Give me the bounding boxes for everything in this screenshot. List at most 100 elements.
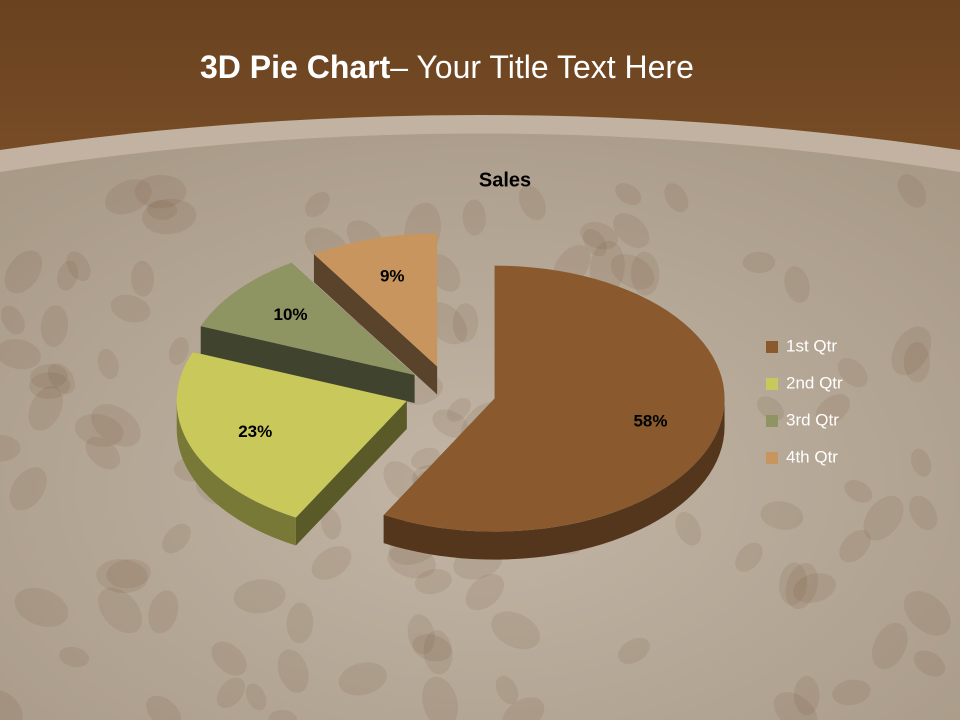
bean <box>59 646 90 668</box>
bean <box>773 692 818 720</box>
bean <box>9 467 47 511</box>
bean <box>130 260 155 297</box>
bean <box>105 179 152 215</box>
slice-wall <box>176 401 296 546</box>
bean <box>30 364 68 389</box>
bean <box>0 305 25 335</box>
slice-side <box>313 254 438 395</box>
legend-swatch <box>766 341 778 353</box>
bean <box>582 228 607 257</box>
bean <box>742 251 776 274</box>
bean <box>784 266 810 303</box>
bean <box>91 404 141 447</box>
bean <box>304 191 330 218</box>
bean <box>465 573 505 611</box>
bean <box>162 523 191 554</box>
bean <box>580 222 619 250</box>
bean <box>757 396 784 421</box>
bean <box>735 542 763 572</box>
bean <box>785 562 819 610</box>
bean <box>414 569 452 595</box>
slice-wall <box>383 398 725 560</box>
bean <box>338 662 387 696</box>
bean <box>29 372 71 399</box>
bean <box>211 641 247 676</box>
data-label: 23% <box>238 422 272 441</box>
bean <box>630 251 660 296</box>
bean <box>268 709 297 720</box>
bean <box>839 529 871 563</box>
bean <box>148 590 179 634</box>
bean <box>311 546 352 580</box>
legend-label: 4th Qtr <box>786 447 838 466</box>
bean <box>14 587 69 627</box>
bean <box>97 348 119 380</box>
bean <box>412 634 452 662</box>
bean <box>96 559 149 594</box>
bean <box>66 251 91 282</box>
pie: 58% 23% 10% 9% <box>176 233 725 560</box>
bean <box>613 213 650 248</box>
bean <box>897 174 927 208</box>
bean <box>903 591 951 636</box>
bean <box>844 479 873 503</box>
bean <box>4 250 43 294</box>
legend-label: 3rd Qtr <box>786 410 839 429</box>
bean <box>146 199 178 220</box>
bean <box>793 675 820 716</box>
bean <box>891 326 932 376</box>
bean <box>837 357 868 388</box>
bean <box>618 637 650 664</box>
legend: 1st Qtr 2nd Qtr 3rd Qtr 4th Qtr <box>766 336 843 466</box>
legend-label: 2nd Qtr <box>786 373 843 392</box>
legend-swatch <box>766 415 778 427</box>
bean <box>779 562 808 606</box>
bean <box>0 689 23 720</box>
bean <box>615 183 642 206</box>
legend-swatch <box>766 378 778 390</box>
bean <box>495 675 519 705</box>
chart-title: Sales <box>479 169 531 191</box>
slide-title: 3D Pie Chart– Your Title Text Here <box>200 49 694 85</box>
bean <box>610 253 655 290</box>
title-rest: – Your Title Text Here <box>390 49 694 85</box>
slice <box>200 262 415 376</box>
data-label: 10% <box>273 305 307 324</box>
bean <box>0 434 21 462</box>
bean <box>832 679 871 706</box>
slice <box>176 352 407 518</box>
bean <box>518 185 546 221</box>
bean <box>110 294 151 323</box>
bean <box>863 495 904 541</box>
bean <box>462 199 486 236</box>
bean <box>446 397 471 422</box>
bean <box>760 501 804 530</box>
bean <box>903 342 931 383</box>
bean <box>664 183 689 213</box>
data-label: 9% <box>380 267 405 286</box>
bean <box>98 587 143 634</box>
bean <box>432 409 469 438</box>
bean <box>85 436 121 470</box>
bean <box>28 386 63 431</box>
bean <box>57 260 79 291</box>
bean <box>321 508 342 540</box>
bean <box>422 676 459 720</box>
bean <box>142 198 197 235</box>
bean <box>452 303 479 343</box>
slice-side <box>200 326 415 404</box>
bean <box>423 630 453 675</box>
bean <box>792 573 836 604</box>
bean <box>47 363 76 394</box>
bean <box>146 695 182 720</box>
slice <box>383 265 725 532</box>
bean <box>675 511 702 546</box>
bean <box>872 622 908 670</box>
bean <box>502 697 545 720</box>
bean <box>168 337 189 366</box>
bean <box>245 683 267 711</box>
bean <box>74 413 124 447</box>
bean <box>40 305 69 347</box>
